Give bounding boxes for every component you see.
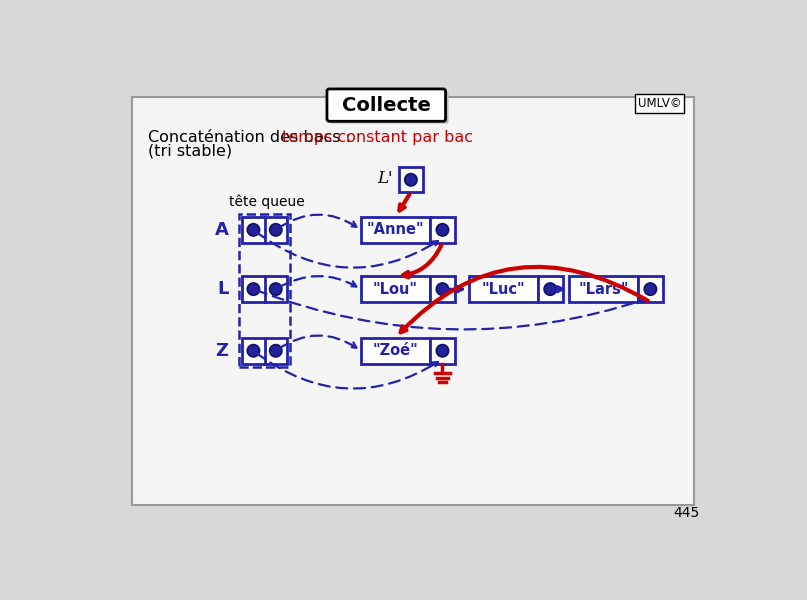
Text: L': L': [377, 170, 392, 187]
Text: UMLV©: UMLV©: [638, 97, 681, 110]
FancyBboxPatch shape: [327, 89, 445, 121]
Circle shape: [247, 224, 260, 236]
Text: tête queue: tête queue: [229, 194, 305, 209]
Circle shape: [270, 224, 282, 236]
Text: Collecte: Collecte: [342, 95, 431, 115]
FancyBboxPatch shape: [242, 217, 287, 243]
FancyBboxPatch shape: [538, 276, 562, 302]
Circle shape: [437, 224, 449, 236]
Circle shape: [644, 283, 657, 295]
FancyBboxPatch shape: [242, 276, 287, 302]
FancyBboxPatch shape: [635, 94, 684, 113]
FancyBboxPatch shape: [569, 276, 638, 302]
Text: A: A: [215, 221, 228, 239]
FancyBboxPatch shape: [242, 338, 287, 364]
Text: "Zoé": "Zoé": [373, 343, 418, 358]
Circle shape: [437, 283, 449, 295]
Text: Z: Z: [215, 342, 228, 360]
Text: "Luc": "Luc": [482, 281, 525, 296]
FancyBboxPatch shape: [330, 91, 449, 124]
FancyBboxPatch shape: [361, 217, 430, 243]
FancyBboxPatch shape: [361, 338, 430, 364]
FancyBboxPatch shape: [132, 97, 694, 505]
FancyBboxPatch shape: [430, 217, 455, 243]
Text: "Anne": "Anne": [366, 223, 424, 238]
FancyBboxPatch shape: [430, 276, 455, 302]
Text: temps constant par bac: temps constant par bac: [282, 130, 473, 145]
Circle shape: [247, 283, 260, 295]
Text: "Lars": "Lars": [578, 281, 629, 296]
Circle shape: [247, 344, 260, 357]
FancyBboxPatch shape: [638, 276, 663, 302]
Text: 445: 445: [673, 506, 700, 520]
FancyBboxPatch shape: [430, 338, 455, 364]
Circle shape: [270, 344, 282, 357]
Circle shape: [405, 173, 417, 186]
Circle shape: [270, 283, 282, 295]
Circle shape: [437, 344, 449, 357]
Text: Concaténation des bacs :: Concaténation des bacs :: [148, 130, 356, 145]
Circle shape: [544, 283, 556, 295]
Text: "Lou": "Lou": [373, 281, 418, 296]
Text: L: L: [217, 280, 228, 298]
FancyBboxPatch shape: [399, 167, 423, 192]
FancyBboxPatch shape: [469, 276, 538, 302]
Text: (tri stable): (tri stable): [148, 143, 232, 158]
FancyBboxPatch shape: [361, 276, 430, 302]
